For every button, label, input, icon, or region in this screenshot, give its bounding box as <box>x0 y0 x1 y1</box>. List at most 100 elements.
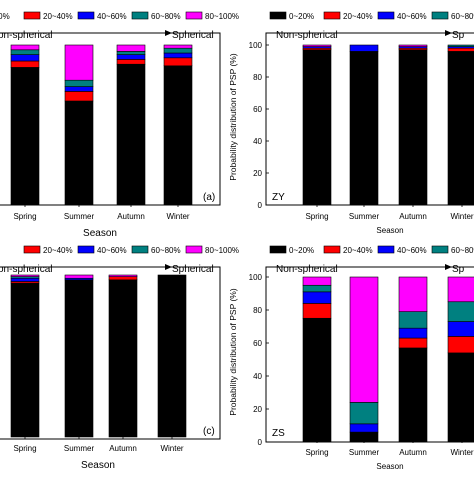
legend-swatch <box>185 11 203 20</box>
legend-label: ~20% <box>0 12 10 21</box>
x-tick-label: Autumn <box>109 444 137 453</box>
legend-swatch <box>431 11 449 20</box>
bar-segment-autumn-4 <box>116 51 146 55</box>
y-tick-label: 40 <box>253 372 262 381</box>
legend-swatch <box>323 11 341 20</box>
legend-label: 40~60% <box>97 12 127 21</box>
arrow-left-label-d: Non-spherical <box>276 264 338 275</box>
bar-segment-spring-5 <box>302 276 332 286</box>
bar-segment-spring-1 <box>10 282 40 438</box>
bar-segment-summer-2 <box>64 91 94 102</box>
x-tick-label: Spring <box>13 444 36 453</box>
arrow-b <box>336 30 452 36</box>
bar-segment-winter-1 <box>447 352 474 443</box>
bar-segment-winter-1 <box>163 65 193 206</box>
bar-segment-summer-3 <box>64 86 94 92</box>
legend-label: 60~80% <box>451 246 474 255</box>
bar-segment-spring-3 <box>10 54 40 62</box>
xticks-c: Spring Summer Autumn Winter <box>13 436 184 453</box>
bar-segment-winter-5 <box>163 44 193 49</box>
bar-segment-autumn-2 <box>116 59 146 65</box>
y-tick-label: 60 <box>253 105 262 114</box>
y-tick-label: 40 <box>253 137 262 146</box>
arrow-head <box>445 30 452 36</box>
arrow-right-label-a: Spherical <box>172 30 214 41</box>
x-tick-label: Winter <box>160 444 183 453</box>
legend-swatch <box>377 245 395 254</box>
bar-segment-spring-2 <box>302 303 332 319</box>
bar-segment-autumn-1 <box>398 347 428 443</box>
arrow-d <box>336 264 452 270</box>
panel-tag-a: (a) <box>203 192 215 203</box>
arrow-head <box>165 30 172 36</box>
arrow-left-label-c: on-spherical <box>0 264 52 275</box>
bar-segment-summer-4 <box>349 402 379 425</box>
bar-segment-autumn-2 <box>398 337 428 349</box>
legend-swatch <box>431 245 449 254</box>
bar-segment-winter-3 <box>163 52 193 59</box>
yticks-d: 0 20 40 60 80 100 <box>249 273 269 447</box>
legend-swatch <box>77 11 95 20</box>
bar-segment-spring-1 <box>302 317 332 443</box>
bar-segment-autumn-5 <box>116 44 146 52</box>
arrow-left-label-a: on-spherical <box>0 30 52 41</box>
arrow-right-label-c: Spherical <box>172 264 214 275</box>
bar-segment-winter-2 <box>447 47 474 52</box>
xticks-a: Spring Summer Autumn Winter <box>13 204 190 221</box>
arrow-left-label-b: Non-spherical <box>276 30 338 41</box>
ylabel-d: Probability distribution of PSP (%) <box>228 288 238 416</box>
legend-swatch <box>131 245 149 254</box>
legend-b: 0~20% 20~40% 40~60% 60~80% <box>269 11 474 21</box>
bar-segment-autumn-1 <box>116 63 146 206</box>
arrow-c <box>60 264 172 270</box>
legend-label: 0~20% <box>289 246 314 255</box>
bar-segment-spring-3 <box>302 291 332 304</box>
bar-segment-autumn-3 <box>398 327 428 339</box>
y-tick-label: 0 <box>258 438 263 447</box>
xlabel-d: Season <box>376 462 403 471</box>
bar-segment-autumn-2 <box>108 276 138 281</box>
legend-label: 40~60% <box>397 12 427 21</box>
bar-segment-autumn-3 <box>116 54 146 60</box>
bar-segment-summer-5 <box>349 276 379 403</box>
bar-segment-spring-1 <box>10 67 40 206</box>
legend-swatch <box>269 11 287 20</box>
arrow-right-label-b: Sp <box>452 30 465 41</box>
bar-segment-winter-3 <box>447 321 474 337</box>
x-tick-label: Winter <box>450 212 473 221</box>
panel-a: ~20% 20~40% 40~60% 60~80% 80~100% on-spheric… <box>0 11 239 239</box>
xlabel-a: Season <box>83 228 117 239</box>
legend-swatch <box>23 11 41 20</box>
legend-label: 60~80% <box>151 246 181 255</box>
bar-segment-spring-5 <box>10 274 40 277</box>
x-tick-label: Autumn <box>117 212 145 221</box>
x-tick-label: Summer <box>64 444 95 453</box>
bars-c <box>10 274 187 438</box>
bar-segment-summer-3 <box>349 44 379 52</box>
y-tick-label: 20 <box>253 169 262 178</box>
bar-segment-summer-4 <box>64 79 94 87</box>
bars-a <box>10 44 193 206</box>
bar-segment-winter-4 <box>163 47 193 54</box>
bar-segment-winter-5 <box>447 276 474 303</box>
bar-segment-autumn-4 <box>398 311 428 329</box>
bar-segment-summer-5 <box>64 44 94 81</box>
bars-b <box>302 44 474 206</box>
legend-label: 0~20% <box>289 12 314 21</box>
station-d: ZS <box>272 428 285 439</box>
x-tick-label: Summer <box>349 448 380 457</box>
legend-swatch <box>131 11 149 20</box>
bar-segment-winter-2 <box>163 57 193 67</box>
bar-segment-spring-5 <box>10 44 40 51</box>
bar-segment-autumn-5 <box>398 44 428 47</box>
legend-label: 80~100% <box>205 12 239 21</box>
legend-swatch <box>323 245 341 254</box>
legend-label: 20~40% <box>43 246 73 255</box>
x-tick-label: Spring <box>305 212 328 221</box>
station-b: ZY <box>272 192 285 203</box>
bar-segment-spring-3 <box>10 277 40 282</box>
x-tick-label: Summer <box>349 212 380 221</box>
x-tick-label: Autumn <box>399 448 427 457</box>
legend-a: ~20% 20~40% 40~60% 60~80% 80~100% <box>0 11 239 21</box>
